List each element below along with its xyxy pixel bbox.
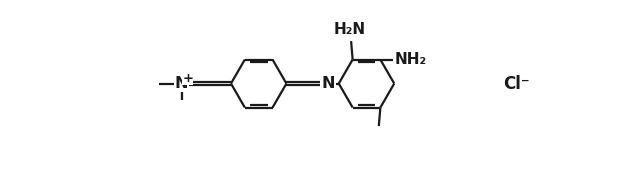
Text: +: + <box>182 72 193 85</box>
Text: NH₂: NH₂ <box>394 52 426 67</box>
Text: N: N <box>321 76 335 91</box>
Text: H₂N: H₂N <box>333 22 365 37</box>
Text: N: N <box>175 76 188 91</box>
Text: Cl⁻: Cl⁻ <box>503 74 530 92</box>
